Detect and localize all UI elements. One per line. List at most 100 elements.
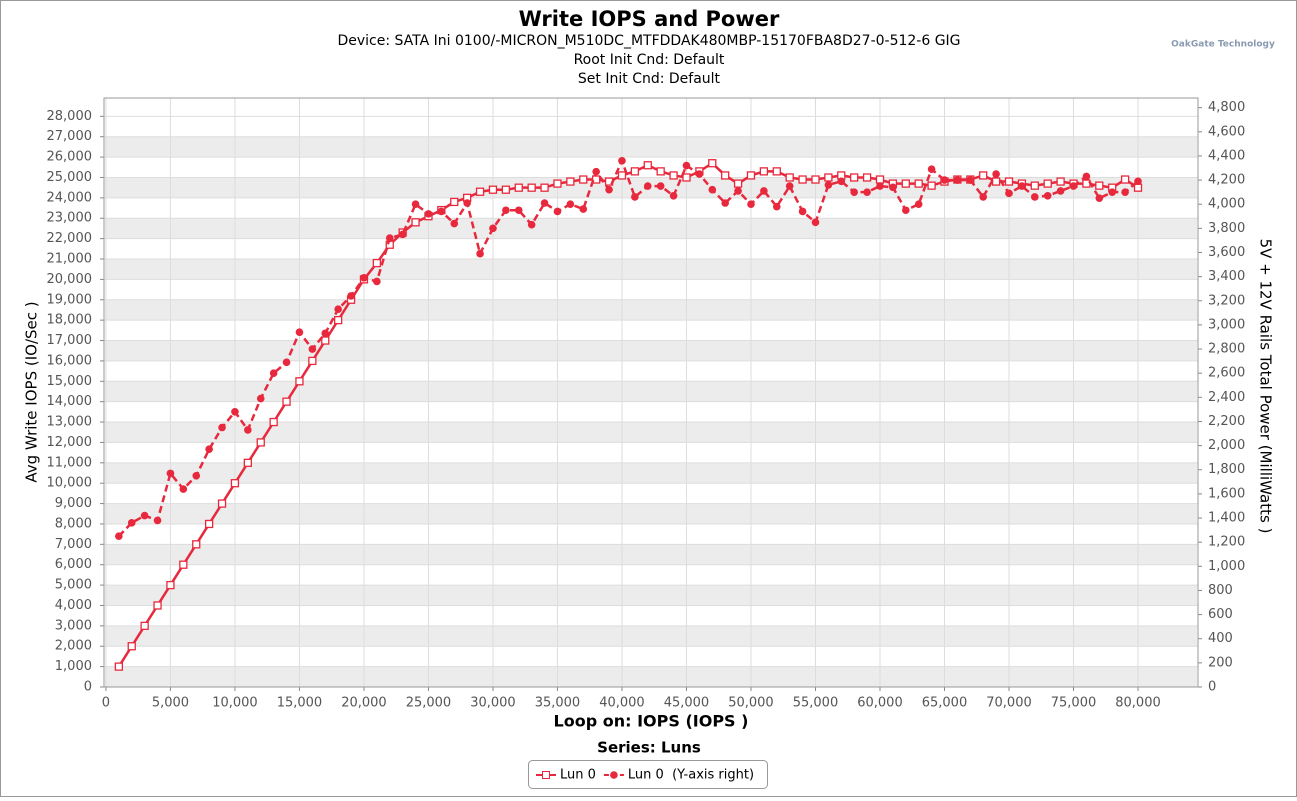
x-tick-label: 55,000 <box>793 696 839 711</box>
marker <box>502 206 510 215</box>
brand: OakGate Technology <box>1171 40 1275 50</box>
marker <box>553 179 562 188</box>
y-tick-label: 7,000 <box>55 537 92 552</box>
marker <box>256 438 265 447</box>
marker <box>514 206 523 215</box>
y-tick-label: 9,000 <box>55 496 92 511</box>
marker <box>1133 183 1143 192</box>
marker <box>527 220 536 229</box>
marker <box>295 377 304 386</box>
y-tick-label: 19,000 <box>47 292 93 307</box>
marker <box>1121 188 1129 196</box>
marker <box>398 230 407 239</box>
marker <box>746 171 756 180</box>
marker <box>1134 177 1142 186</box>
marker <box>772 202 781 211</box>
y-tick-label: 1,000 <box>55 659 92 674</box>
marker <box>992 170 1000 178</box>
marker <box>592 175 601 184</box>
marker <box>1004 177 1014 186</box>
marker <box>863 188 871 196</box>
marker <box>489 224 497 233</box>
marker <box>824 181 833 189</box>
y-tick-label: 0 <box>84 680 92 695</box>
marker <box>1056 187 1065 195</box>
marker <box>372 258 382 268</box>
marker <box>940 176 949 184</box>
marker <box>553 207 562 216</box>
marker <box>1082 179 1091 188</box>
marker <box>901 206 910 215</box>
y2-tick-label: 600 <box>1208 607 1233 622</box>
marker <box>282 358 291 367</box>
marker <box>643 161 652 170</box>
marker <box>630 167 640 176</box>
grid-band <box>105 136 1197 158</box>
marker <box>669 191 678 200</box>
y2-tick-label: 2,200 <box>1208 414 1245 429</box>
grid-band <box>105 299 1197 321</box>
y-tick-label: 22,000 <box>47 231 93 246</box>
marker <box>747 200 755 209</box>
marker <box>1108 188 1117 196</box>
marker <box>953 176 962 184</box>
y-tick-label: 21,000 <box>47 252 93 267</box>
marker <box>991 177 1001 186</box>
marker <box>192 540 201 549</box>
y-tick-label: 20,000 <box>47 272 93 287</box>
y2-tick-label: 3,000 <box>1208 317 1245 332</box>
subtitle: Device: SATA Ini 0100/-MICRON_M510DC_MTF… <box>337 33 960 49</box>
marker <box>140 511 149 520</box>
marker <box>643 182 652 190</box>
y-tick-label: 14,000 <box>47 394 93 409</box>
legend-box <box>528 760 768 789</box>
x-tick-label: 45,000 <box>664 696 710 711</box>
subtitle: Set Init Cnd: Default <box>578 71 721 87</box>
marker <box>798 207 807 216</box>
marker <box>204 519 214 529</box>
marker <box>798 175 807 184</box>
legend-marker <box>542 771 550 779</box>
marker <box>295 328 304 336</box>
marker <box>218 423 226 432</box>
marker <box>488 185 498 194</box>
x-axis-label: Loop on: IOPS (IOPS ) <box>554 712 749 731</box>
marker <box>734 187 742 195</box>
marker <box>140 621 149 631</box>
marker <box>269 369 278 377</box>
x-tick-label: 10,000 <box>212 696 258 711</box>
marker <box>385 234 394 242</box>
y2-tick-label: 4,600 <box>1208 124 1245 139</box>
series-line <box>117 157 1139 538</box>
marker <box>721 171 730 180</box>
chart-title: Write IOPS and Power <box>519 7 780 31</box>
y-tick-label: 18,000 <box>47 313 93 328</box>
grid-band <box>105 340 1197 361</box>
marker <box>411 218 420 227</box>
marker <box>759 167 769 176</box>
marker <box>269 417 278 427</box>
marker <box>695 170 704 178</box>
marker <box>1005 189 1013 198</box>
marker <box>360 274 368 282</box>
y-tick-label: 10,000 <box>47 476 93 491</box>
y-tick-label: 24,000 <box>47 190 93 205</box>
marker <box>373 277 381 286</box>
marker <box>927 181 936 190</box>
marker <box>1043 191 1052 200</box>
marker <box>347 292 355 300</box>
marker <box>463 199 471 207</box>
marker <box>1056 177 1065 186</box>
marker <box>244 426 252 434</box>
marker <box>914 179 923 188</box>
marker <box>450 197 459 207</box>
x-tick-label: 50,000 <box>728 696 774 711</box>
marker <box>618 156 626 165</box>
marker <box>979 193 987 201</box>
marker <box>824 173 833 182</box>
marker <box>656 182 665 190</box>
marker <box>476 249 484 258</box>
x-tick-label: 25,000 <box>406 696 452 711</box>
marker <box>166 469 175 478</box>
x-tick-label: 60,000 <box>857 696 903 711</box>
